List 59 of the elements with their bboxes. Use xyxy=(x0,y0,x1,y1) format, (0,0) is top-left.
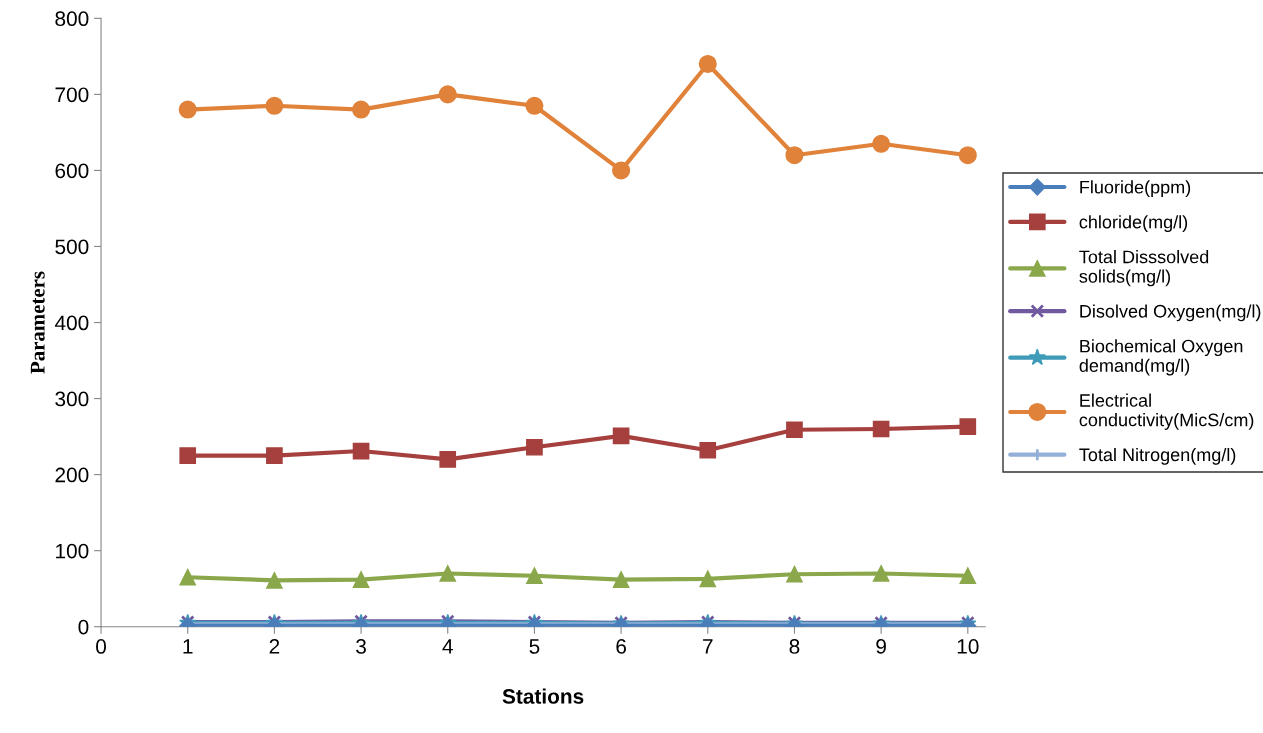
legend-label: Fluoride(ppm) xyxy=(1080,180,1191,198)
y-tick-label: 300 xyxy=(55,391,89,407)
y-tick-label: 400 xyxy=(54,315,89,331)
point xyxy=(352,571,370,588)
point xyxy=(699,441,717,459)
point xyxy=(265,96,284,115)
legend-label: Total Disssolved solids(mg/l) xyxy=(1079,250,1209,287)
point xyxy=(612,161,631,180)
point xyxy=(786,565,803,583)
point xyxy=(959,567,977,585)
point xyxy=(612,427,630,445)
point xyxy=(438,85,457,104)
legend-label: Disolved Oxygen(mg/l) xyxy=(1080,304,1261,322)
y-tick-label: 200 xyxy=(55,467,89,483)
legend-label: Total Nitrogen(mg/l) xyxy=(1079,447,1236,465)
x-axis-title: Stations xyxy=(502,688,584,704)
point xyxy=(699,570,717,588)
point xyxy=(872,565,890,582)
legend-label: chloride(mg/l) xyxy=(1079,215,1188,232)
legend-label: Electrical conductivity(MicS/cm) xyxy=(1079,393,1254,430)
x-tick-label: 8 xyxy=(789,639,800,654)
point xyxy=(352,442,370,460)
point xyxy=(612,571,630,588)
x-tick-label: 10 xyxy=(957,639,979,654)
x-tick-label: 5 xyxy=(529,639,540,654)
point xyxy=(526,438,543,456)
point xyxy=(785,146,804,165)
y-tick-label: 700 xyxy=(55,87,89,103)
point xyxy=(266,571,283,589)
y-tick-label: 600 xyxy=(55,163,89,179)
point xyxy=(179,568,197,586)
point xyxy=(958,146,977,165)
legend-label: Biochemical Oxygen demand(mg/l) xyxy=(1079,339,1243,376)
point xyxy=(439,565,457,582)
y-tick-label: 100 xyxy=(56,543,89,559)
x-tick-label: 7 xyxy=(703,639,713,654)
x-tick-label: 3 xyxy=(356,639,366,654)
x-tick-label: 2 xyxy=(269,639,280,654)
y-tick-label: 500 xyxy=(55,239,89,255)
point xyxy=(525,96,544,115)
point xyxy=(266,447,283,464)
point xyxy=(179,447,197,464)
x-tick-label: 1 xyxy=(183,639,193,654)
point xyxy=(872,420,890,438)
point xyxy=(698,54,717,73)
y-tick-label: 0 xyxy=(78,619,89,635)
y-axis-title: Parameters xyxy=(30,271,45,374)
y-tick-label: 800 xyxy=(55,11,89,27)
x-tick-label: 0 xyxy=(96,639,107,654)
x-tick-label: 6 xyxy=(616,639,626,654)
point xyxy=(872,134,891,153)
point xyxy=(959,418,977,436)
point xyxy=(526,567,543,585)
point xyxy=(439,451,457,468)
x-tick-label: 4 xyxy=(442,639,453,654)
point xyxy=(786,421,803,439)
point xyxy=(352,100,371,119)
point xyxy=(178,100,197,119)
x-tick-label: 9 xyxy=(876,639,886,654)
